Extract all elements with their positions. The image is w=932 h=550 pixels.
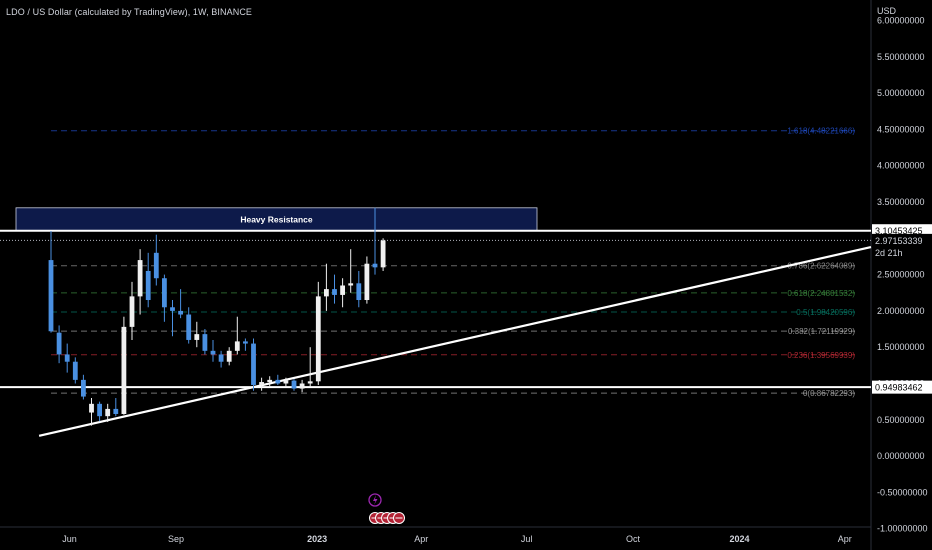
candle-body bbox=[97, 403, 102, 417]
fib-level-label: 0(0.86782293) bbox=[803, 389, 855, 398]
candle-body bbox=[121, 326, 127, 414]
candle-body bbox=[234, 341, 240, 351]
price-tag-bg bbox=[872, 380, 932, 394]
y-tick-label: 6.00000000 bbox=[877, 16, 925, 26]
candle-body bbox=[380, 240, 386, 268]
candle-body bbox=[251, 343, 256, 385]
flash-icon-bolt bbox=[373, 495, 378, 505]
candle-body bbox=[137, 260, 143, 297]
x-tick-label: Sep bbox=[168, 534, 184, 544]
price-tag: 2.97153339 bbox=[872, 233, 932, 247]
candle-body bbox=[243, 341, 248, 344]
y-tick-label: 4.00000000 bbox=[877, 161, 925, 171]
fib-level-label: 0.618(2.24801532) bbox=[787, 289, 855, 298]
price-tag-text: 2.97153339 bbox=[875, 236, 923, 246]
candle-body bbox=[332, 289, 337, 295]
currency-label: USD bbox=[877, 6, 897, 16]
candle-body bbox=[170, 307, 175, 311]
candle-body bbox=[356, 283, 362, 301]
y-tick-label: 4.50000000 bbox=[877, 124, 925, 134]
candle-body bbox=[178, 310, 183, 315]
price-tag-text: 2d 21h bbox=[875, 248, 903, 258]
candle-body bbox=[283, 380, 289, 384]
price-tag: 0.94983462 bbox=[872, 380, 932, 394]
chart-title: LDO / US Dollar (calculated by TradingVi… bbox=[6, 7, 253, 17]
price-tag-text: 0.94983462 bbox=[875, 383, 923, 393]
candle-body bbox=[267, 379, 273, 383]
candle-body bbox=[275, 379, 281, 384]
candle-body bbox=[340, 285, 345, 295]
x-tick-label: Jun bbox=[62, 534, 77, 544]
candle-body bbox=[291, 380, 297, 389]
events-group[interactable] bbox=[368, 493, 405, 524]
candle-body bbox=[186, 314, 192, 340]
y-tick-label: 0.50000000 bbox=[877, 415, 925, 425]
x-tick-label: Apr bbox=[838, 534, 852, 544]
y-tick-label: 2.00000000 bbox=[877, 306, 925, 316]
candle-body bbox=[226, 350, 232, 362]
candle-body bbox=[202, 334, 208, 351]
y-tick-label: 5.00000000 bbox=[877, 88, 925, 98]
candle-body bbox=[56, 332, 62, 355]
x-tick-label: Oct bbox=[626, 534, 641, 544]
candle-body bbox=[218, 354, 224, 362]
y-tick-label: 1.50000000 bbox=[877, 342, 925, 352]
x-tick-label: Jul bbox=[521, 534, 533, 544]
ascending-trendline bbox=[38, 245, 872, 437]
fib-level-label: 1.618(4.48221666) bbox=[787, 127, 855, 136]
fib-level-label: 0.236(1.39569939) bbox=[787, 351, 855, 360]
resistance-zone-label: Heavy Resistance bbox=[240, 214, 313, 224]
y-tick-label: 0.00000000 bbox=[877, 451, 925, 461]
y-tick-label: -0.50000000 bbox=[877, 487, 928, 497]
candle-body bbox=[372, 263, 378, 268]
candle-body bbox=[210, 350, 216, 355]
candle-body bbox=[48, 260, 54, 332]
candle-body bbox=[364, 263, 370, 301]
candle-body bbox=[113, 408, 119, 414]
candle-body bbox=[72, 361, 78, 380]
price-tag-bg bbox=[872, 245, 932, 259]
fib-level-label: 0.382(1.72119929) bbox=[788, 327, 855, 336]
candle-body bbox=[315, 296, 321, 382]
candle-body bbox=[64, 354, 70, 362]
candle-body bbox=[105, 408, 111, 417]
y-tick-label: 3.50000000 bbox=[877, 197, 925, 207]
price-tag-text: 3.10453425 bbox=[875, 226, 923, 236]
candle-body bbox=[162, 278, 167, 308]
y-tick-label: 2.50000000 bbox=[877, 270, 925, 280]
x-tick-label: Apr bbox=[414, 534, 428, 544]
x-tick-label: 2024 bbox=[729, 534, 749, 544]
candle-body bbox=[348, 283, 354, 286]
fib-level-label: 0.786(2.62264089) bbox=[787, 262, 855, 271]
candle-body bbox=[81, 379, 86, 397]
candle-body bbox=[145, 270, 151, 301]
x-tick-label: 2023 bbox=[307, 534, 327, 544]
y-tick-label: 5.50000000 bbox=[877, 52, 925, 62]
candle-body bbox=[324, 289, 329, 297]
price-tag-bg bbox=[872, 233, 932, 247]
price-tag: 2d 21h bbox=[872, 245, 932, 259]
candle-body bbox=[129, 296, 135, 327]
candle-body bbox=[153, 252, 159, 279]
flash-icon bbox=[368, 493, 382, 507]
candle-body bbox=[194, 334, 200, 340]
y-tick-label: -1.00000000 bbox=[877, 524, 928, 534]
candle-body bbox=[89, 403, 94, 413]
fib-level-label: 0.5(1.98420596) bbox=[796, 308, 855, 317]
candle-body bbox=[259, 382, 264, 385]
candle-body bbox=[307, 381, 313, 384]
candle-body bbox=[299, 383, 305, 389]
